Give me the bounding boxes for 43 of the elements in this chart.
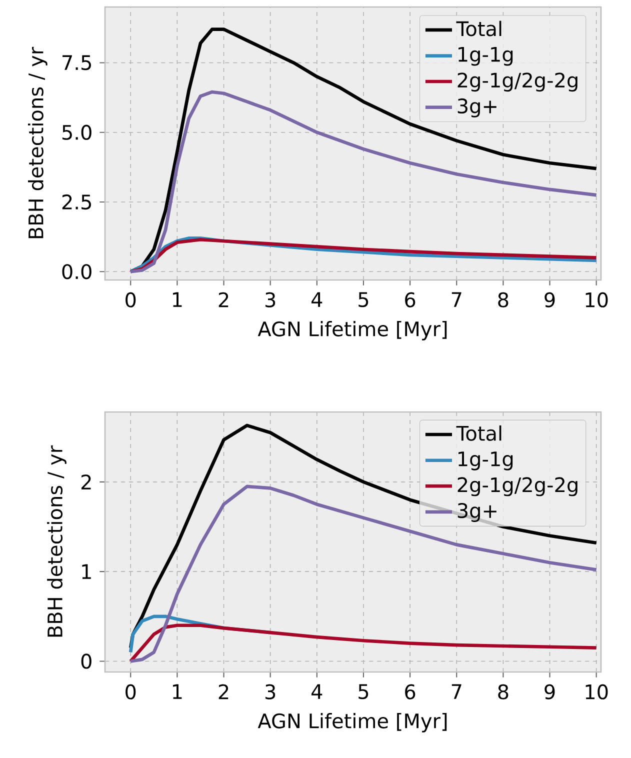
- x-tick-label: 0: [126, 684, 136, 700]
- y-tick-label: 2.5: [62, 194, 91, 210]
- y-tick-label: 0.0: [62, 264, 92, 280]
- line-series: [128, 90, 598, 274]
- x-tick-label: 10: [586, 684, 608, 700]
- x-tick-label: 4: [312, 292, 322, 307]
- x-tick-label: 10: [586, 292, 608, 308]
- legend-label: 3g+: [458, 503, 496, 522]
- y-tick-label: 2: [81, 474, 91, 490]
- x-tick-label: 8: [498, 684, 508, 700]
- x-tick-label: 6: [405, 684, 416, 700]
- x-tick-label: 3: [265, 684, 276, 700]
- x-tick-label: 1: [173, 292, 182, 307]
- y-tick-label: 7.5: [62, 55, 91, 70]
- x-tick-label: 2: [218, 684, 228, 700]
- y-tick-label: 0: [81, 654, 92, 669]
- legend-label: 1g-1g: [458, 47, 513, 66]
- legend-label: 1g-1g: [458, 452, 513, 470]
- x-tick-label: 4: [312, 684, 322, 699]
- legend-label: Total: [456, 20, 502, 36]
- x-tick-label: 5: [358, 292, 368, 308]
- x-tick-label: 6: [405, 292, 416, 308]
- x-tick-label: 2: [218, 292, 228, 308]
- legend-label: Total: [456, 425, 502, 441]
- legend-label: 3g+: [458, 98, 496, 118]
- x-tick-label: 9: [544, 684, 555, 700]
- x-tick-label: 3: [265, 292, 276, 308]
- x-tick-label: 7: [452, 684, 462, 699]
- x-axis-title: AGN Lifetime [Myr]: [258, 713, 447, 732]
- x-axis-title: AGN Lifetime [Myr]: [258, 321, 447, 340]
- y-tick-label: 1: [82, 564, 91, 579]
- x-tick-label: 7: [452, 292, 462, 307]
- x-tick-label: 5: [358, 684, 368, 700]
- x-tick-label: 1: [173, 684, 182, 699]
- legend-label: 2g-1g/2g-2g: [458, 477, 578, 496]
- legend-label: 2g-1g/2g-2g: [458, 72, 578, 92]
- line-series: [128, 624, 598, 663]
- y-tick-label: 5.0: [62, 124, 92, 140]
- x-tick-label: 8: [498, 292, 508, 308]
- y-axis-title: BBH detections / yr: [47, 445, 66, 637]
- x-tick-label: 9: [544, 292, 555, 308]
- x-tick-label: 0: [126, 292, 136, 308]
- y-axis-title: BBH detections / yr: [28, 46, 48, 238]
